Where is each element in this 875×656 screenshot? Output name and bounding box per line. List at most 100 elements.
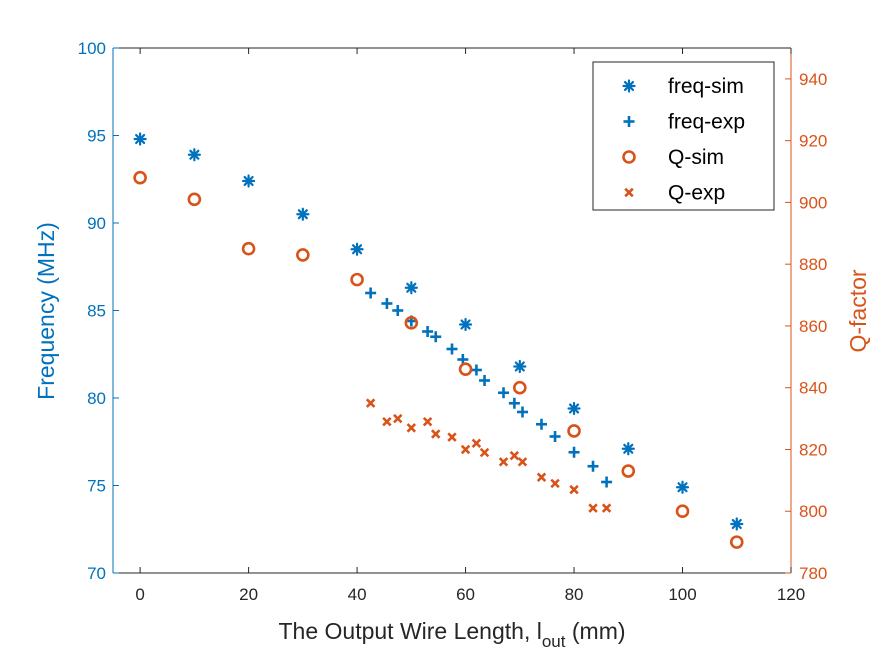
data-point-freq-sim xyxy=(621,442,635,456)
data-point-freq-sim xyxy=(513,359,527,374)
x-tick-label: 60 xyxy=(456,585,475,604)
data-point-Q-sim xyxy=(404,316,419,330)
data-point-freq-exp xyxy=(365,287,377,299)
legend-marker-freq-exp xyxy=(623,116,635,127)
data-point-Q-exp xyxy=(460,444,471,455)
data-point-freq-sim xyxy=(242,174,256,188)
data-point-Q-exp xyxy=(393,413,403,424)
data-point-freq-sim xyxy=(350,242,364,256)
y-right-tick-label: 920 xyxy=(799,132,827,151)
data-point-Q-exp xyxy=(536,472,547,482)
legend-label-freq-sim: freq-sim xyxy=(668,75,744,98)
y-axis-left-label: Frequency (MHz) xyxy=(33,222,59,400)
y-right-tick-label: 780 xyxy=(799,564,827,583)
legend: freq-sim freq-exp Q-sim Q-exp xyxy=(592,61,775,211)
data-point-Q-exp xyxy=(601,503,612,513)
x-axis-label-main: The Output Wire Length, l xyxy=(278,618,541,644)
y-left-tick-label: 90 xyxy=(87,214,106,233)
data-point-Q-exp xyxy=(471,438,482,449)
y-right-tick-label: 860 xyxy=(799,317,827,336)
data-point-freq-sim xyxy=(296,207,310,221)
x-tick-label: 20 xyxy=(239,585,258,604)
data-point-freq-sim xyxy=(404,281,418,295)
data-point-Q-sim xyxy=(567,424,581,438)
y-right-tick-label: 800 xyxy=(799,502,827,521)
data-point-Q-exp xyxy=(479,447,490,458)
data-point-freq-exp xyxy=(549,431,561,442)
data-point-freq-sim xyxy=(133,132,147,146)
data-point-freq-exp xyxy=(568,446,580,458)
y-right-tick-label: 880 xyxy=(799,255,827,274)
x-tick-label: 0 xyxy=(135,585,144,604)
data-point-Q-sim xyxy=(133,170,147,185)
data-point-Q-sim xyxy=(350,272,364,287)
data-point-Q-sim xyxy=(729,535,744,549)
legend-marker-Q-exp xyxy=(624,187,634,198)
data-point-freq-exp xyxy=(392,305,404,316)
data-point-Q-sim xyxy=(241,241,256,256)
x-tick-label: 120 xyxy=(777,585,805,604)
data-point-freq-exp xyxy=(479,375,491,386)
data-point-Q-exp xyxy=(550,478,560,489)
x-axis-label-subscript: out xyxy=(542,632,566,651)
data-point-Q-sim xyxy=(458,362,473,376)
legend-label-freq-exp: freq-exp xyxy=(668,111,745,134)
axes: 0 20 40 60 80 100 120 70 75 80 85 90 95 100 780 800 820 8… xyxy=(78,39,828,604)
data-point-Q-exp xyxy=(569,484,579,495)
y-axis-right-label: Q-factor xyxy=(845,269,871,352)
data-point-freq-exp xyxy=(498,387,510,399)
data-point-Q-exp xyxy=(517,457,528,467)
data-point-freq-exp xyxy=(587,460,599,472)
data-point-Q-exp xyxy=(588,503,598,513)
data-point-freq-exp xyxy=(470,364,482,376)
y-left-tick-label: 100 xyxy=(78,39,106,58)
data-point-Q-sim xyxy=(621,464,636,478)
y-left-tick-label: 75 xyxy=(87,477,106,496)
data-point-Q-sim xyxy=(512,380,527,395)
data-point-freq-sim xyxy=(730,517,744,531)
y-right-tick-label: 820 xyxy=(799,440,827,459)
data-point-Q-exp xyxy=(509,450,520,461)
legend-marker-Q-sim xyxy=(622,150,636,164)
y-left-tick-label: 70 xyxy=(87,564,106,583)
data-point-Q-exp xyxy=(431,429,441,439)
data-point-freq-sim xyxy=(567,401,581,416)
x-axis-label: The Output Wire Length, lout (mm) xyxy=(278,618,625,651)
data-point-freq-exp xyxy=(446,343,458,355)
data-point-Q-sim xyxy=(187,192,202,207)
data-point-freq-exp xyxy=(422,326,434,337)
x-tick-label: 80 xyxy=(565,585,584,604)
data-point-Q-exp xyxy=(498,457,509,467)
legend-marker-freq-sim xyxy=(622,79,636,93)
legend-label-Q-exp: Q-exp xyxy=(668,182,725,205)
x-tick-label: 40 xyxy=(348,585,367,604)
x-tick-label: 100 xyxy=(668,585,696,604)
data-point-freq-exp xyxy=(508,397,520,409)
data-point-freq-exp xyxy=(517,406,529,418)
data-point-Q-sim xyxy=(296,248,310,262)
y-right-tick-label: 940 xyxy=(799,70,827,89)
data-point-freq-sim xyxy=(458,317,473,332)
y-left-tick-label: 95 xyxy=(87,127,106,146)
y-left-tick-label: 85 xyxy=(87,302,106,321)
data-point-Q-exp xyxy=(382,416,392,427)
y-right-tick-label: 900 xyxy=(799,193,827,212)
data-point-freq-exp xyxy=(601,476,613,488)
data-point-freq-exp xyxy=(430,331,442,343)
data-point-freq-sim xyxy=(675,480,690,494)
y-left-tick-label: 80 xyxy=(87,389,106,408)
data-point-Q-exp xyxy=(422,416,433,427)
data-point-Q-exp xyxy=(365,398,376,408)
y-right-tick-label: 840 xyxy=(799,379,827,398)
data-marks xyxy=(133,132,744,549)
x-axis-label-unit: (mm) xyxy=(565,618,625,644)
data-point-freq-exp xyxy=(381,298,393,309)
data-point-Q-exp xyxy=(447,432,457,442)
data-point-Q-exp xyxy=(406,423,417,433)
legend-label-Q-sim: Q-sim xyxy=(668,146,724,169)
data-point-freq-exp xyxy=(535,418,547,430)
data-point-freq-sim xyxy=(187,148,201,162)
data-point-Q-sim xyxy=(675,504,690,519)
